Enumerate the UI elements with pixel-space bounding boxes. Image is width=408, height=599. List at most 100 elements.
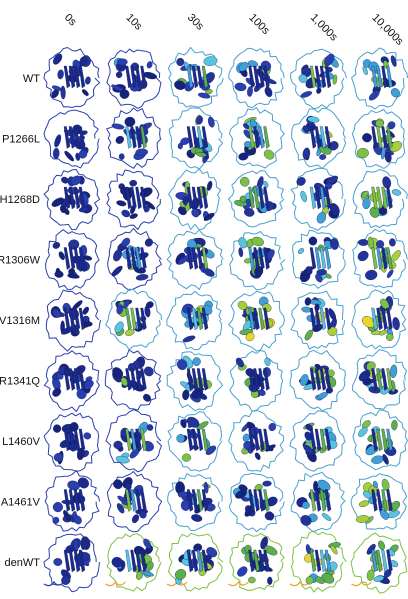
loop	[107, 227, 162, 291]
strand	[248, 307, 255, 331]
row-label: R1341Q	[0, 376, 40, 388]
strand	[191, 65, 199, 89]
row-label: P1266L	[2, 134, 40, 146]
helix	[82, 306, 89, 315]
helix	[72, 300, 83, 311]
helix	[207, 116, 215, 128]
helix	[53, 452, 64, 462]
strand	[68, 65, 76, 89]
strand	[125, 549, 132, 573]
helix	[112, 367, 124, 379]
helix	[299, 374, 309, 386]
strand	[386, 549, 393, 573]
loop	[292, 229, 346, 289]
helix	[303, 444, 314, 454]
helix	[121, 209, 131, 218]
helix	[362, 197, 371, 210]
protein-structure	[166, 290, 223, 351]
helix	[113, 440, 123, 450]
helix	[197, 92, 211, 99]
strand	[63, 65, 71, 89]
strand	[68, 549, 76, 573]
helix	[144, 305, 151, 318]
strand	[191, 368, 199, 391]
strand	[135, 126, 142, 149]
strand	[196, 186, 204, 210]
helix	[302, 125, 310, 134]
strand	[186, 126, 194, 149]
helix	[237, 566, 248, 577]
helix	[373, 480, 378, 489]
helix	[316, 87, 322, 94]
strand	[371, 126, 378, 149]
strand	[371, 428, 378, 452]
strand	[309, 126, 317, 149]
loop	[45, 229, 100, 291]
strand	[248, 368, 255, 391]
helix	[83, 432, 92, 440]
row-label: R1306W	[0, 255, 41, 267]
strand	[201, 368, 209, 391]
protein-structure	[166, 229, 224, 290]
helix	[245, 332, 255, 342]
helix	[358, 427, 368, 437]
protein-structure	[228, 290, 286, 352]
helix	[180, 419, 187, 429]
helix	[264, 357, 271, 366]
protein-structure	[106, 107, 162, 169]
row-label: A1461V	[1, 497, 41, 509]
strand	[63, 186, 71, 210]
helix	[390, 88, 400, 98]
tail	[228, 580, 249, 587]
strand	[253, 307, 260, 331]
helix	[362, 133, 372, 143]
strand	[263, 186, 270, 210]
strand	[309, 186, 317, 210]
strand	[68, 489, 76, 512]
row-label: L1460V	[2, 436, 41, 448]
loop	[351, 108, 406, 169]
helix	[248, 60, 258, 68]
strand	[73, 65, 81, 89]
helix	[51, 197, 64, 207]
strand	[258, 186, 265, 210]
strand	[191, 549, 199, 573]
loop	[228, 472, 285, 533]
helix	[111, 123, 125, 130]
strand	[130, 489, 137, 512]
helix	[52, 147, 60, 160]
loop	[290, 530, 347, 593]
strand	[324, 65, 332, 89]
loop	[290, 471, 346, 533]
strand	[135, 489, 142, 512]
strand	[319, 307, 327, 331]
strand	[319, 186, 327, 210]
strand	[196, 489, 204, 512]
protein-structure	[228, 533, 285, 591]
strand	[78, 489, 86, 512]
strand	[263, 489, 270, 512]
helix	[373, 575, 385, 582]
loop	[352, 409, 408, 471]
protein-structure	[43, 109, 100, 169]
helix	[235, 357, 244, 368]
strand	[381, 428, 388, 452]
helix	[361, 420, 371, 429]
loop	[43, 169, 101, 231]
helix	[357, 239, 369, 246]
protein-structure	[351, 289, 407, 350]
strand	[186, 489, 194, 512]
strand	[253, 65, 260, 89]
loop	[228, 47, 285, 109]
protein-structure	[106, 169, 161, 230]
strand	[386, 186, 393, 210]
strand	[78, 549, 86, 573]
strand	[73, 549, 81, 573]
helix	[52, 242, 61, 249]
helix	[238, 247, 244, 258]
strand	[371, 368, 378, 391]
strand	[125, 368, 132, 391]
helix	[307, 116, 320, 123]
helix	[53, 424, 62, 433]
